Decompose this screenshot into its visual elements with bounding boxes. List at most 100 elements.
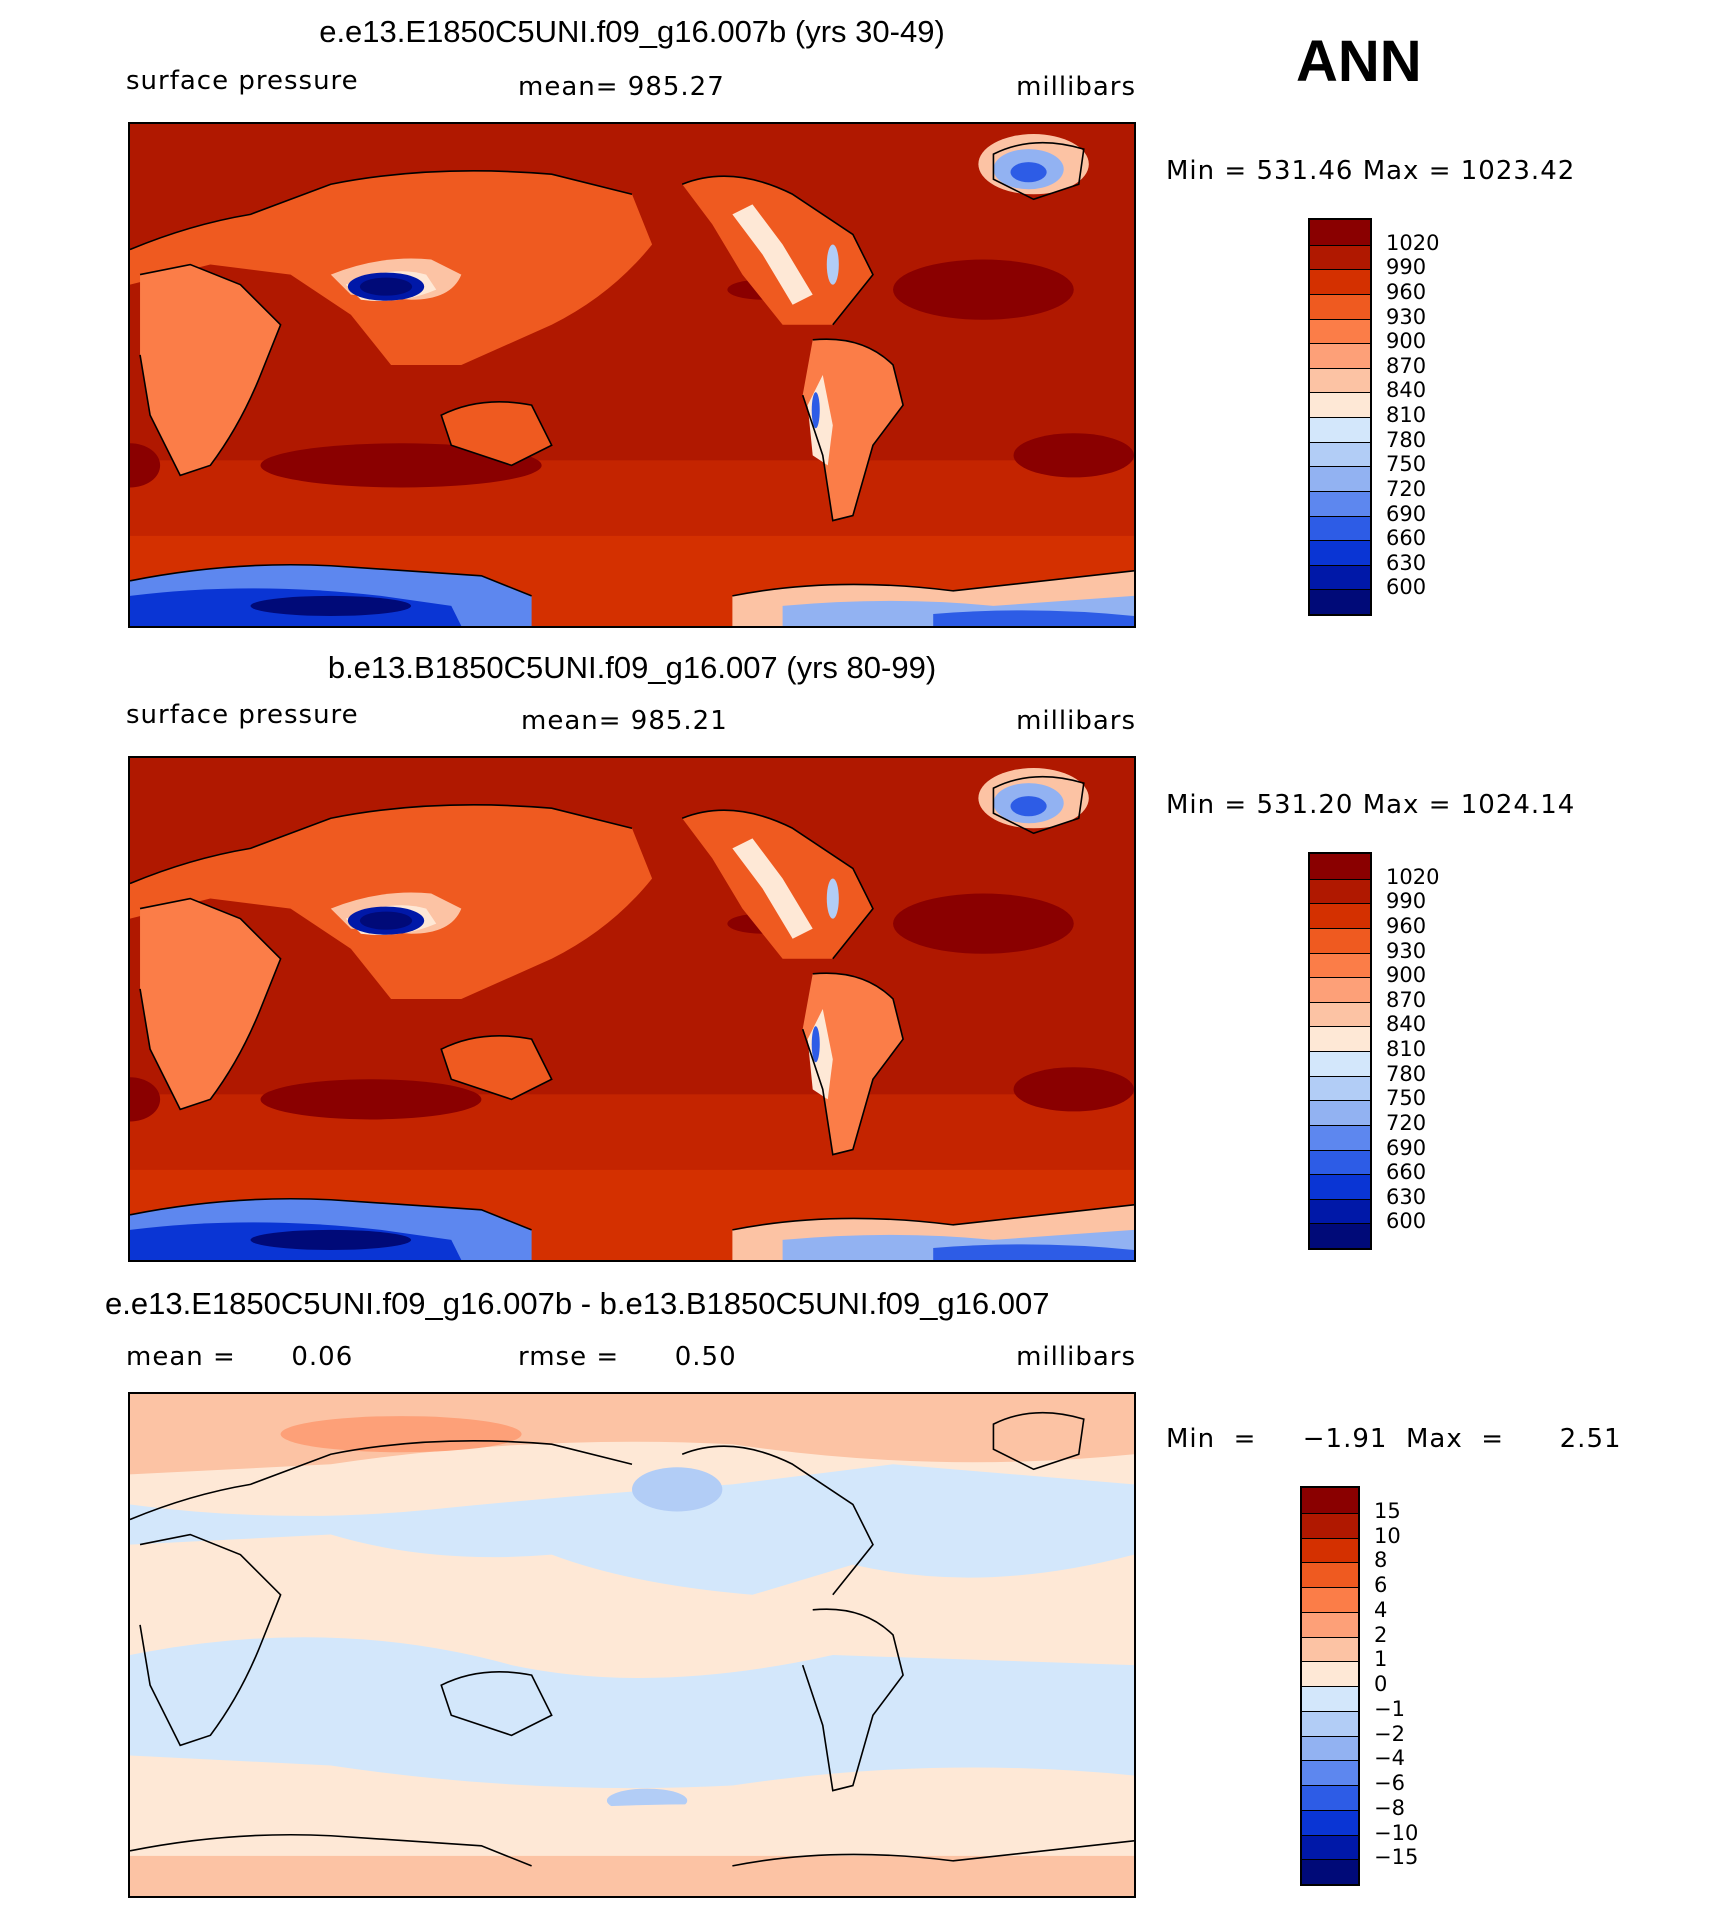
panel-1-colorbar-swatch (1310, 367, 1370, 393)
panel-3-field (130, 1394, 1134, 1896)
panel-1-colorbar-tick-label: 750 (1386, 452, 1427, 477)
panel-2-colorbar-tick-label: 750 (1386, 1086, 1427, 1111)
panel-3-colorbar-swatch (1302, 1661, 1358, 1686)
panel-1-colorbar (1308, 218, 1372, 616)
panel-2-colorbar-swatch (1310, 878, 1370, 904)
panel-2-colorbar-tick-label: 660 (1386, 1160, 1427, 1185)
panel-3-colorbar-tick-label: 8 (1374, 1548, 1388, 1573)
panel-2-colorbar-tick-label: 900 (1386, 963, 1427, 988)
panel-1-colorbar-swatch (1310, 490, 1370, 516)
panel-1-colorbar-swatch (1310, 589, 1370, 614)
panel-1-colorbar-tick-label: 930 (1386, 304, 1427, 329)
panel-1-colorbar-tick-label: 780 (1386, 427, 1427, 452)
panel-1-colorbar-tick-label: 990 (1386, 255, 1427, 280)
panel-1-map (128, 122, 1136, 628)
panel-3-colorbar-tick-label: 10 (1374, 1523, 1401, 1548)
panel-1-colorbar-tick-label: 690 (1386, 501, 1427, 526)
panel-2-colorbar-swatch (1310, 1100, 1370, 1125)
panel-1-colorbar-swatch (1310, 269, 1370, 294)
panel-1-colorbar-swatch (1310, 293, 1370, 319)
panel-2-colorbar-swatch (1310, 1051, 1370, 1076)
panel-3-colorbar-tick-label: 1 (1374, 1647, 1388, 1672)
panel-3-colorbar-tick-label: 4 (1374, 1597, 1388, 1622)
panel-2-colorbar-tick-label: 930 (1386, 938, 1427, 963)
panel-2-colorbar-swatch (1310, 854, 1370, 879)
panel-2-field (130, 758, 1134, 1260)
panel-1-colorbar-swatch (1310, 220, 1370, 245)
panel-2-colorbar (1308, 852, 1372, 1250)
panel-3-minmax: Min = −1.91 Max = 2.51 (1166, 1424, 1622, 1454)
panel-3-colorbar-swatch (1302, 1611, 1358, 1637)
panel-3-colorbar-swatch (1302, 1686, 1358, 1711)
panel-2-colorbar-swatch (1310, 903, 1370, 928)
panel-1-colorbar-tick-label: 720 (1386, 476, 1427, 501)
panel-2-title: b.e13.B1850C5UNI.f09_g16.007 (yrs 80-99) (327, 650, 937, 685)
panel-3-colorbar-tick-label: −1 (1374, 1696, 1405, 1721)
panel-3-colorbar-tick-label: −2 (1374, 1721, 1405, 1746)
panel-2-colorbar-swatch (1310, 1198, 1370, 1224)
panel-1-field (130, 124, 1134, 626)
panel-2-colorbar-swatch (1310, 1026, 1370, 1051)
panel-1-colorbar-swatch (1310, 417, 1370, 442)
panel-2-colorbar-tick-label: 960 (1386, 913, 1427, 938)
panel-3-colorbar-tick-label: −6 (1374, 1771, 1405, 1795)
panel-3-colorbar-tick-label: −15 (1374, 1845, 1419, 1870)
panel-2-colorbar-swatch (1310, 1001, 1370, 1027)
panel-3-colorbar-swatch (1302, 1735, 1358, 1761)
panel-2-colorbar-tick-label: 720 (1386, 1110, 1427, 1135)
panel-1-colorbar-swatch (1310, 244, 1370, 270)
panel-2-colorbar-tick-label: 690 (1386, 1135, 1427, 1160)
panel-2-colorbar-tick-label: 870 (1386, 987, 1427, 1012)
panel-3-title: e.e13.E1850C5UNI.f09_g16.007b - b.e13.B1… (105, 1286, 1050, 1321)
panel-2-colorbar-swatch (1310, 952, 1370, 978)
panel-1-colorbar-tick-label: 840 (1386, 378, 1427, 403)
panel-3-colorbar-swatch (1302, 1809, 1358, 1835)
panel-1-colorbar-tick-label: 960 (1386, 279, 1427, 304)
panel-3-colorbar-swatch (1302, 1488, 1358, 1513)
panel-2-colorbar-swatch (1310, 1149, 1370, 1175)
panel-3-colorbar (1300, 1486, 1360, 1886)
panel-3-colorbar-tick-label: 0 (1374, 1672, 1388, 1696)
panel-1-colorbar-swatch (1310, 392, 1370, 417)
panel-3-colorbar-tick-label: −4 (1374, 1746, 1405, 1771)
panel-2-colorbar-tick-label: 990 (1386, 889, 1427, 914)
panel-3-colorbar-swatch (1302, 1587, 1358, 1612)
panel-1-colorbar-tick-label: 900 (1386, 329, 1427, 354)
panel-1-mean: mean= 985.27 (518, 72, 725, 102)
panel-3-colorbar-swatch (1302, 1785, 1358, 1810)
panel-2-colorbar-tick-label: 630 (1386, 1184, 1427, 1209)
panel-2-colorbar-tick-label: 810 (1386, 1037, 1427, 1061)
panel-3-colorbar-tick-label: 2 (1374, 1622, 1388, 1647)
panel-2-colorbar-swatch (1310, 977, 1370, 1002)
panel-1-colorbar-swatch (1310, 441, 1370, 467)
panel-2-colorbar-swatch (1310, 927, 1370, 953)
panel-1-colorbar-swatch (1310, 318, 1370, 344)
panel-1-colorbar-swatch (1310, 564, 1370, 590)
panel-3-colorbar-tick-label: 15 (1374, 1498, 1401, 1523)
panel-3-colorbar-swatch (1302, 1834, 1358, 1860)
panel-1-units: millibars (1016, 72, 1136, 102)
panel-2-colorbar-swatch (1310, 1223, 1370, 1248)
panel-2-map (128, 756, 1136, 1262)
panel-2-colorbar-swatch (1310, 1075, 1370, 1101)
panel-3-colorbar-swatch (1302, 1562, 1358, 1587)
panel-2-units: millibars (1016, 706, 1136, 736)
panel-2-mean: mean= 985.21 (521, 706, 728, 736)
panel-1-colorbar-swatch (1310, 466, 1370, 491)
panel-1-colorbar-tick-label: 600 (1386, 575, 1427, 600)
panel-3-rmse: rmse = 0.50 (518, 1342, 737, 1372)
panel-3-colorbar-swatch (1302, 1760, 1358, 1785)
panel-3-colorbar-swatch (1302, 1710, 1358, 1736)
panel-2-colorbar-tick-label: 1020 (1386, 864, 1440, 889)
panel-1-colorbar-tick-label: 810 (1386, 403, 1427, 427)
panel-1-colorbar-tick-label: 870 (1386, 353, 1427, 378)
panel-2-colorbar-tick-label: 840 (1386, 1012, 1427, 1037)
panel-1-variable: surface pressure (126, 66, 359, 96)
panel-1-colorbar-tick-label: 1020 (1386, 230, 1440, 255)
panel-3-units: millibars (1016, 1342, 1136, 1372)
panel-3-colorbar-tick-label: −8 (1374, 1795, 1405, 1820)
panel-1-colorbar-swatch (1310, 343, 1370, 368)
panel-3-mean: mean = 0.06 (126, 1342, 354, 1372)
panel-2-colorbar-swatch (1310, 1124, 1370, 1150)
panel-1-colorbar-swatch (1310, 515, 1370, 541)
